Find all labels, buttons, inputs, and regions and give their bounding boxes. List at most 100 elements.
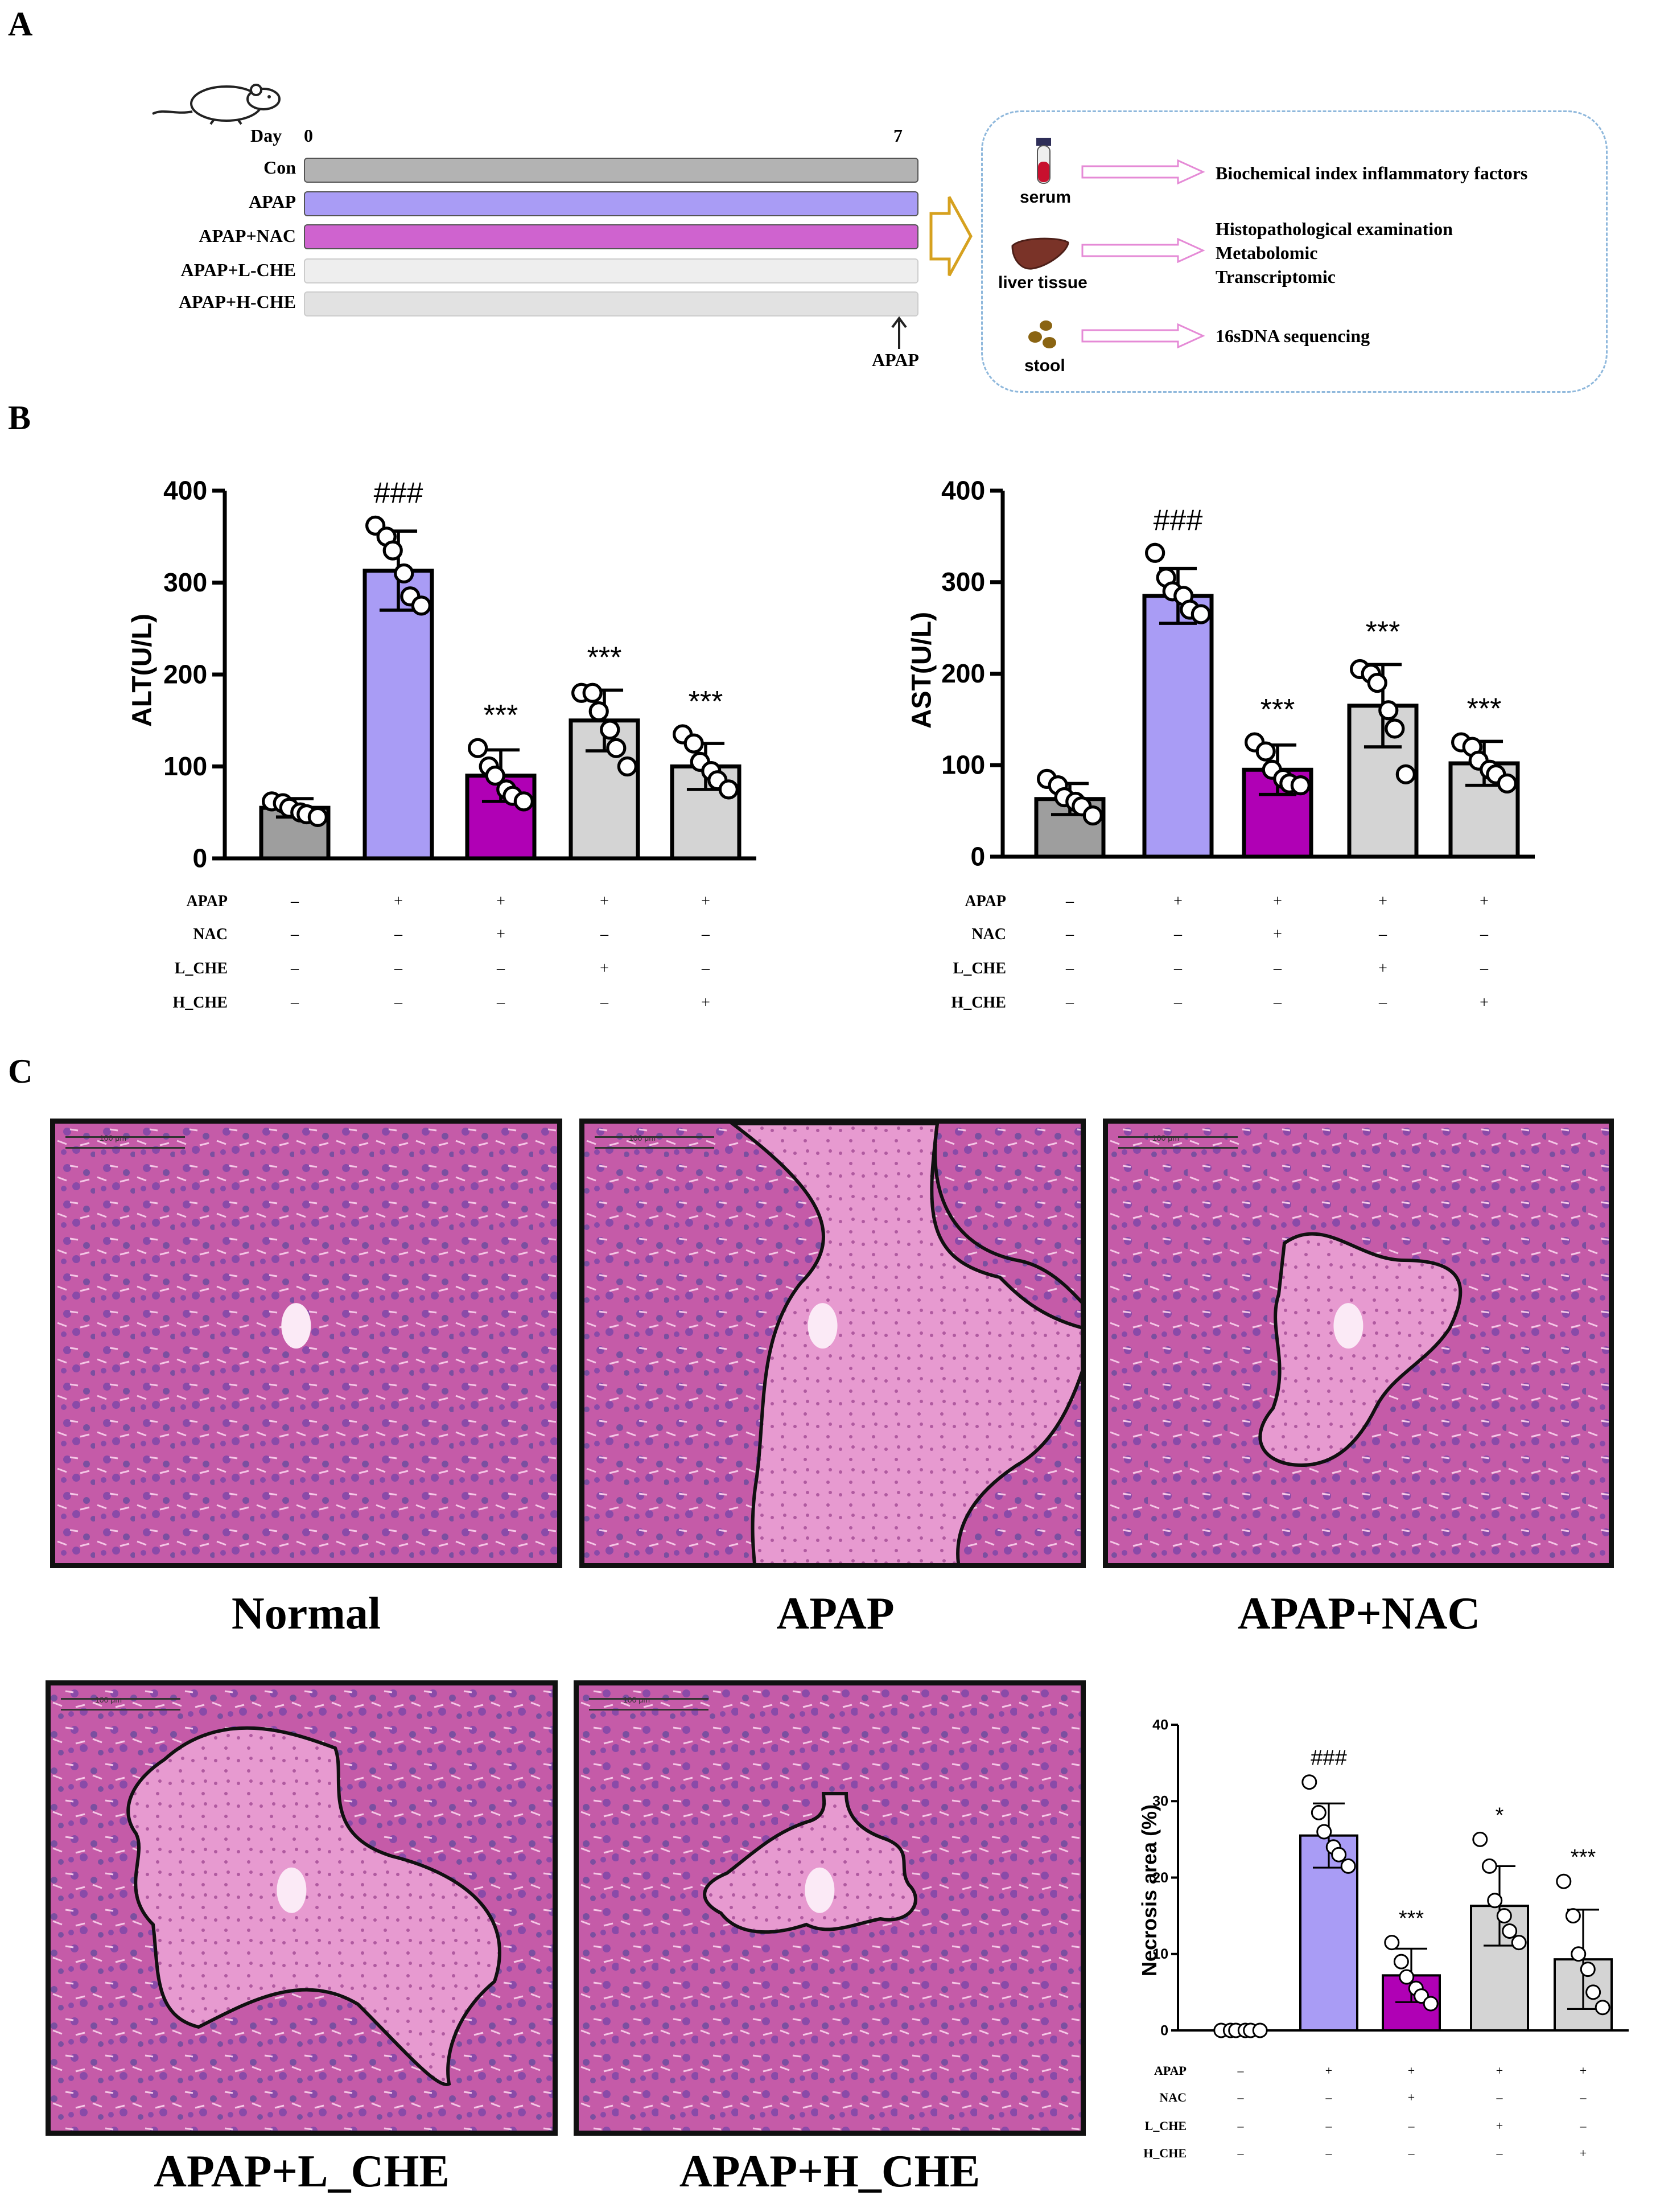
treatment-row-label: NAC xyxy=(971,926,1006,943)
tissue-texture xyxy=(584,1124,1081,1563)
day-end: 7 xyxy=(893,125,903,146)
y-tick-label: 200 xyxy=(163,659,207,689)
treatment-sign: + xyxy=(1378,960,1387,977)
treatment-sign: – xyxy=(1237,2090,1245,2104)
tissue-texture xyxy=(579,1685,1081,2131)
sample-label: stool xyxy=(1024,356,1065,375)
blood-tube-icon xyxy=(1036,138,1051,184)
data-point xyxy=(1190,604,1211,624)
data-point xyxy=(1395,764,1416,784)
treatment-sign: – xyxy=(1273,960,1282,977)
scale-bar: 100 μm xyxy=(1118,1133,1238,1149)
treatment-sign: – xyxy=(600,994,609,1012)
necrosis-outline xyxy=(1258,1232,1463,1467)
histology-label: APAP+L_CHE xyxy=(154,2147,450,2197)
significance-label: ### xyxy=(1311,1746,1346,1770)
sample-label: serum xyxy=(1020,188,1072,207)
outcome-label: Histopathological examination xyxy=(1216,219,1453,239)
treatment-sign: + xyxy=(1273,893,1282,910)
up-arrow-icon xyxy=(891,316,907,349)
treatment-sign: + xyxy=(701,893,710,910)
pink-arrow-icon xyxy=(1081,238,1205,263)
y-tick-label: 200 xyxy=(941,659,985,688)
significance-label: *** xyxy=(587,641,622,674)
data-point xyxy=(1290,775,1311,796)
treatment-row-label: APAP xyxy=(1154,2063,1187,2078)
treatment-row-label: H_CHE xyxy=(173,994,228,1012)
treatment-row-label: APAP xyxy=(186,893,228,910)
necrosis-outline xyxy=(126,1726,501,2086)
treatment-sign: – xyxy=(1237,2146,1245,2160)
scale-bar: 100 μm xyxy=(65,1133,185,1149)
scale-bar-label: 100 μm xyxy=(95,1695,122,1704)
treatment-sign: – xyxy=(1480,926,1489,943)
scale-bar: 100 μm xyxy=(61,1695,180,1711)
y-tick-label: 0 xyxy=(1160,2022,1168,2038)
treatment-sign: + xyxy=(1580,2063,1587,2078)
data-point xyxy=(468,738,488,758)
treatment-sign: + xyxy=(1408,2063,1415,2078)
histology-image-normal: 100 μm xyxy=(50,1119,562,1568)
data-point xyxy=(1472,1831,1488,1847)
significance-label: *** xyxy=(689,685,723,718)
treatment-sign: – xyxy=(1173,926,1183,943)
treatment-sign: – xyxy=(1325,2119,1333,2133)
data-point xyxy=(1481,1858,1497,1874)
histology-image-apap-h-che: 100 μm xyxy=(574,1680,1086,2136)
pink-arrow-icon xyxy=(1081,323,1205,348)
sample-label: liver tissue xyxy=(998,273,1087,292)
data-point xyxy=(1378,700,1399,721)
treatment-sign: – xyxy=(1378,926,1387,943)
treatment-row-label: H_CHE xyxy=(1143,2146,1187,2160)
treatment-row-label: APAP xyxy=(965,893,1006,910)
right-arrow-icon xyxy=(929,196,973,277)
y-tick-label: 30 xyxy=(1152,1794,1168,1810)
treatment-sign: – xyxy=(600,926,609,943)
bar xyxy=(1142,594,1214,859)
data-point xyxy=(1331,1847,1347,1862)
data-point xyxy=(1571,1946,1587,1962)
treatment-sign: + xyxy=(1480,893,1489,910)
histology-image-apap-l-che: 100 μm xyxy=(46,1680,558,2136)
treatment-sign: – xyxy=(290,893,299,910)
treatment-sign: – xyxy=(1273,994,1282,1012)
treatment-sign: + xyxy=(600,960,609,977)
data-point xyxy=(1384,1935,1400,1951)
treatment-sign: + xyxy=(1408,2090,1415,2104)
outcome-label: Transcriptomic xyxy=(1216,266,1336,287)
data-point xyxy=(588,701,609,722)
significance-label: * xyxy=(1496,1803,1504,1827)
treatment-sign: – xyxy=(1173,994,1183,1012)
treatment-sign: – xyxy=(1408,2119,1415,2133)
pink-arrow-icon xyxy=(1081,159,1205,184)
treatment-sign: – xyxy=(394,994,403,1012)
tissue-texture xyxy=(55,1124,557,1563)
data-point xyxy=(1595,2000,1610,2016)
y-tick-label: 10 xyxy=(1152,1946,1168,1962)
treatment-sign: + xyxy=(1480,994,1489,1012)
treatment-sign: – xyxy=(1237,2119,1245,2133)
y-tick-label: 400 xyxy=(941,475,985,505)
treatment-sign: + xyxy=(496,926,505,943)
data-point xyxy=(394,563,414,583)
group-label: APAP+H-CHE xyxy=(178,291,296,312)
treatment-sign: – xyxy=(701,960,710,977)
significance-label: *** xyxy=(1260,693,1295,726)
data-point xyxy=(382,540,403,561)
group-label: Con xyxy=(263,157,296,178)
scale-bar-label: 100 μm xyxy=(629,1133,656,1142)
liver-icon xyxy=(1011,237,1069,270)
scale-bar-label: 100 μm xyxy=(100,1133,126,1142)
data-point xyxy=(513,791,534,812)
treatment-sign: – xyxy=(1325,2146,1333,2160)
treatment-sign: – xyxy=(1480,960,1489,977)
y-tick-label: 100 xyxy=(163,751,207,781)
panel-letter-b: B xyxy=(8,399,31,437)
outcome-label: 16sDNA sequencing xyxy=(1216,326,1370,346)
significance-label: *** xyxy=(1399,1907,1424,1931)
treatment-sign: – xyxy=(1408,2146,1415,2160)
data-point xyxy=(1311,1804,1327,1820)
data-point xyxy=(1252,2022,1268,2038)
